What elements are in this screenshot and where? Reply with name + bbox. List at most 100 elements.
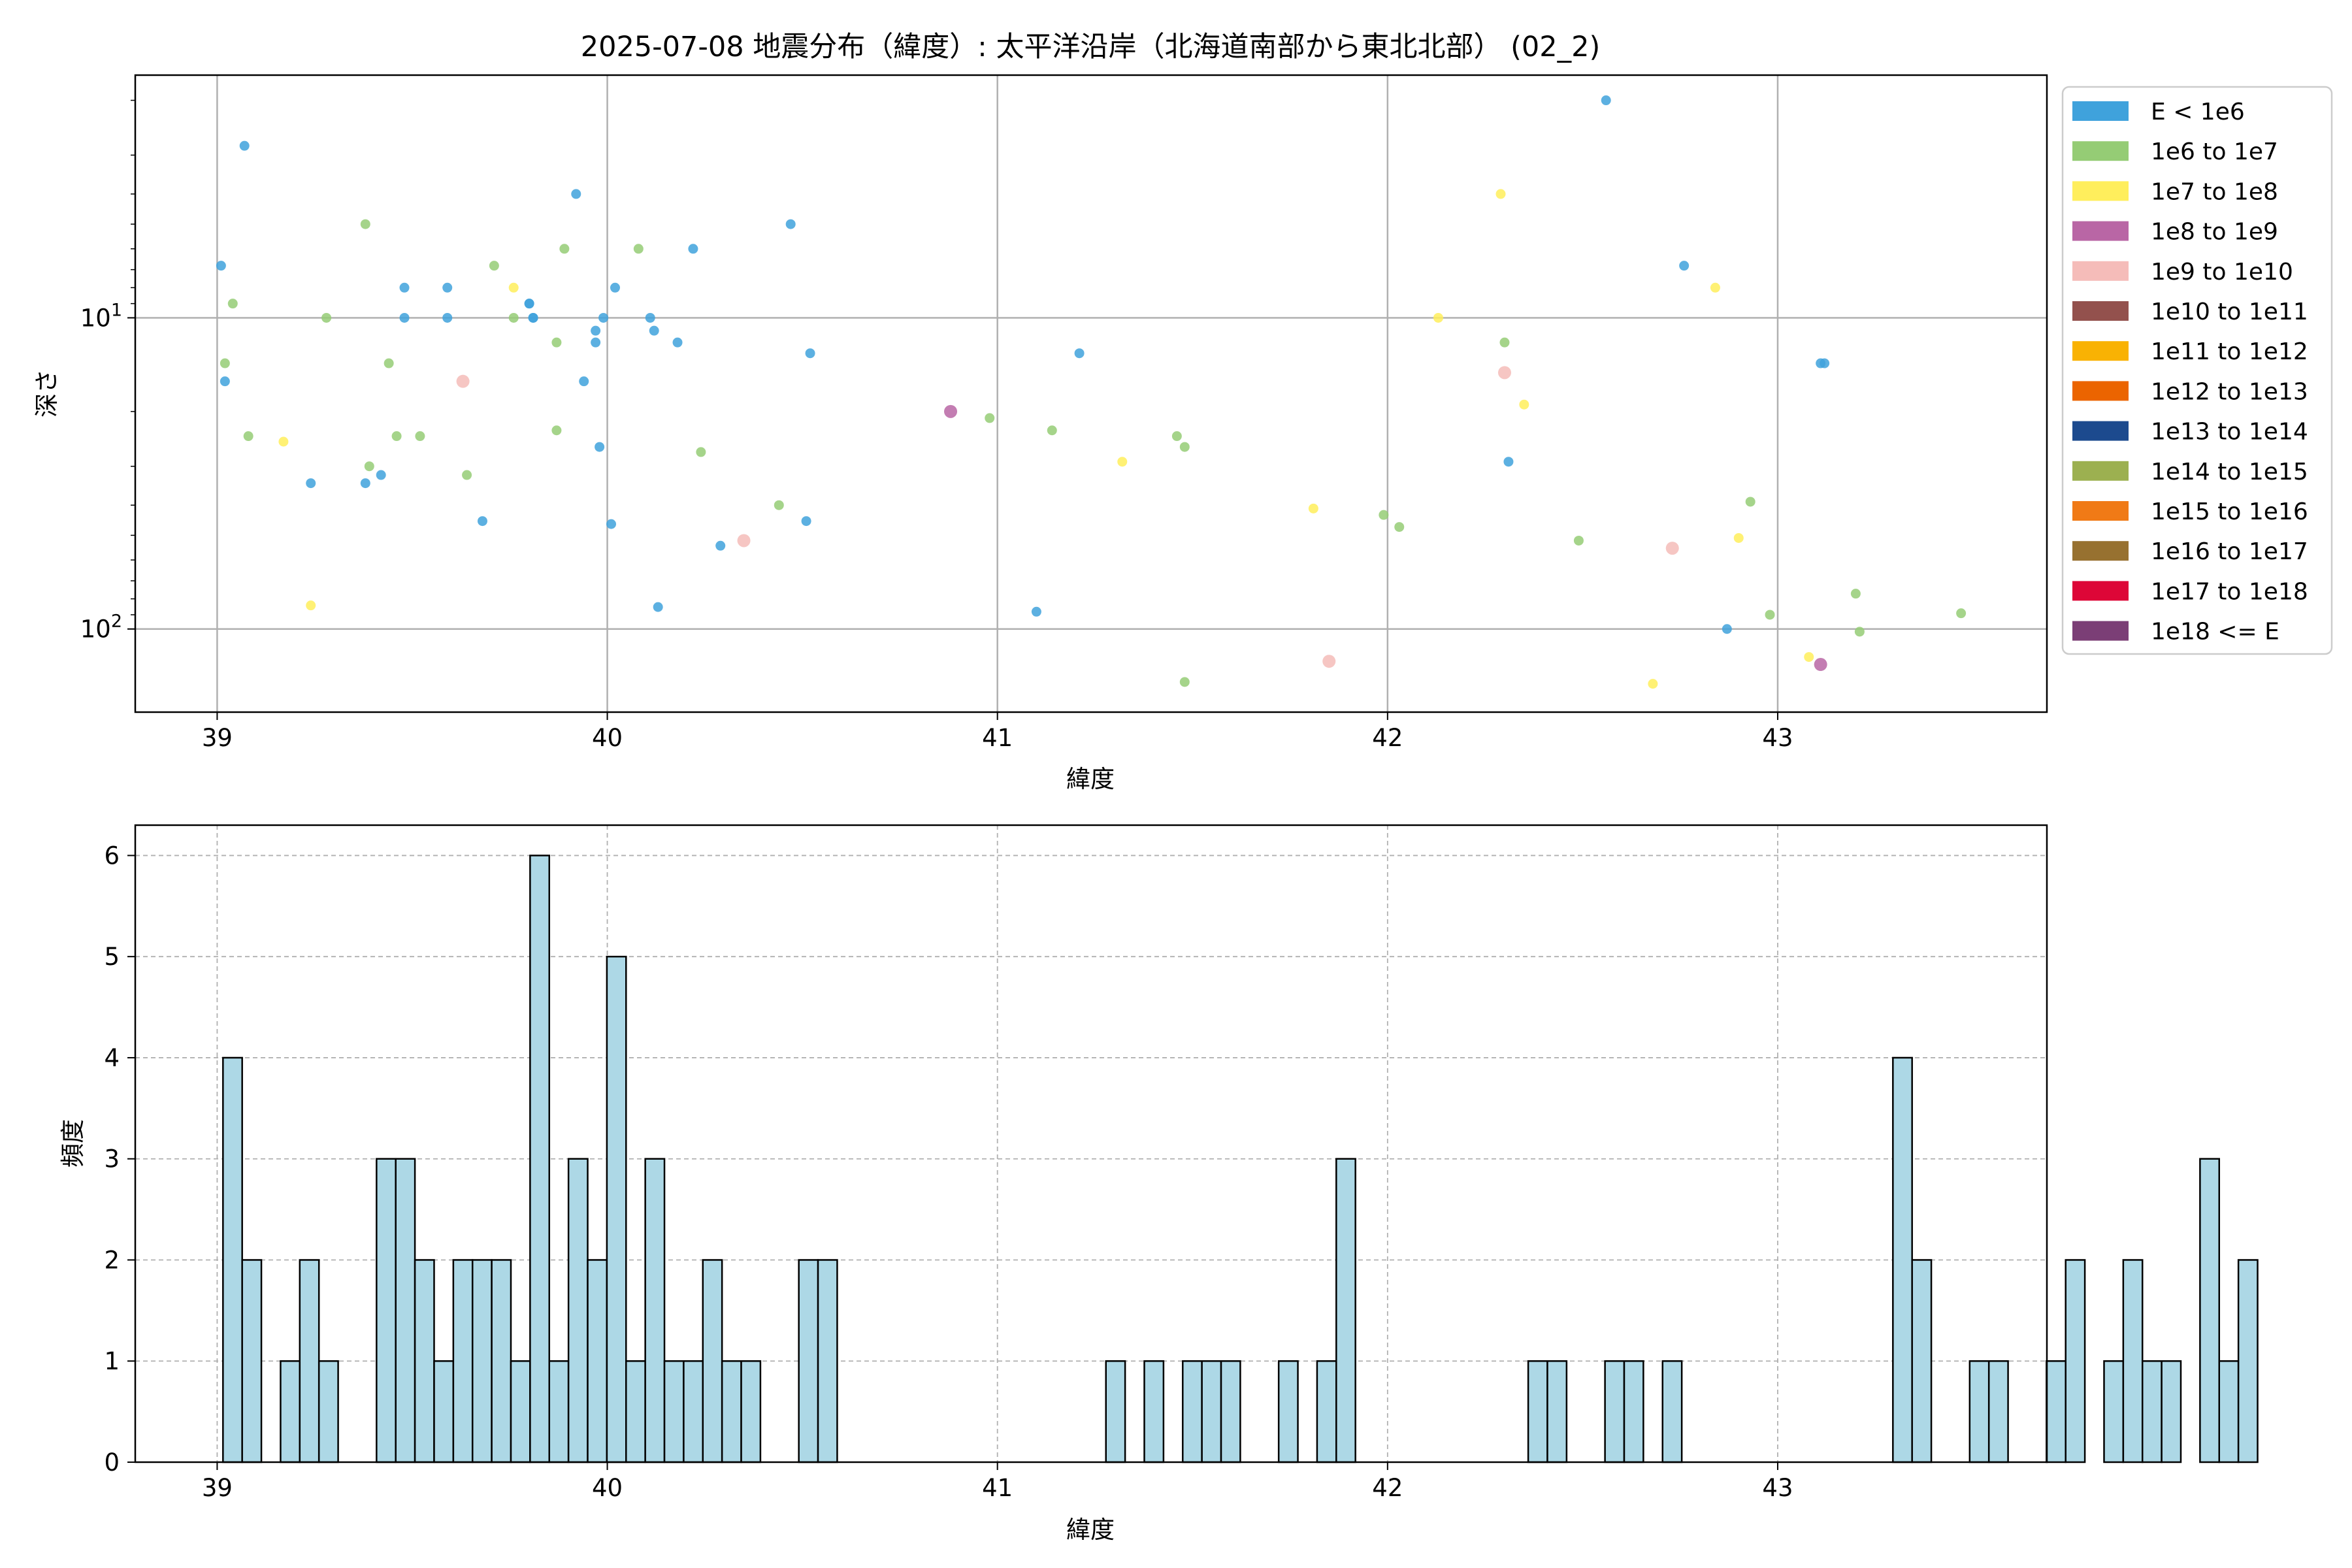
scatter-point (508, 312, 519, 323)
scatter-point (239, 140, 250, 151)
legend: E < 1e6 1e6 to 1e7 1e7 to 1e8 1e8 to 1e9 1e9… (2061, 86, 2333, 655)
histogram-bar (721, 1360, 742, 1463)
histogram-bar (740, 1360, 762, 1463)
histogram-bar (1220, 1360, 1241, 1463)
legend-swatch (2072, 501, 2129, 521)
legend-label: 1e13 to 1e14 (2151, 419, 2308, 446)
scatter-point (220, 376, 230, 387)
histogram-y-axis-label: 頻度 (59, 1119, 87, 1168)
scatter-x-tick-label: 39 (202, 724, 233, 752)
scatter-point (688, 244, 698, 254)
scatter-grid (135, 75, 2047, 712)
scatter-point (579, 376, 589, 387)
histogram-bar (1143, 1360, 1165, 1463)
legend-label: 1e10 to 1e11 (2151, 299, 2308, 325)
legend-label: 1e9 to 1e10 (2151, 259, 2293, 286)
histogram-bar (1277, 1360, 1299, 1463)
histogram-bar (2237, 1259, 2259, 1463)
histogram-bar (318, 1360, 339, 1463)
scatter-point (559, 244, 570, 254)
legend-swatch (2072, 101, 2129, 121)
scatter-point (376, 470, 386, 480)
histogram-bar (1316, 1360, 1337, 1463)
scatter-point (774, 500, 784, 510)
histogram-bar (222, 1056, 243, 1463)
legend-swatch (2072, 221, 2129, 241)
scatter-point (606, 519, 617, 529)
scatter-point (364, 461, 374, 472)
scatter-point (415, 431, 425, 442)
histogram-bar (2141, 1360, 2163, 1463)
histogram-bar (1201, 1360, 1222, 1463)
histogram-bar (510, 1360, 531, 1463)
histogram-bar (491, 1259, 512, 1463)
histogram-x-axis-label: 緯度 (1066, 1516, 1115, 1544)
histogram-bar (2103, 1360, 2125, 1463)
scatter-point (227, 299, 238, 309)
scatter-point (1171, 431, 1182, 442)
histogram-x-tick-label: 42 (1372, 1474, 1403, 1502)
histogram-bar (2218, 1360, 2240, 1463)
legend-label: 1e11 to 1e12 (2151, 338, 2308, 365)
scatter-point (551, 337, 562, 348)
histogram-bar (1661, 1360, 1683, 1463)
scatter-point (1733, 532, 1744, 543)
legend-label: 1e7 to 1e8 (2151, 178, 2278, 205)
histogram-bar (471, 1259, 493, 1463)
legend-swatch (2072, 461, 2129, 481)
scatter-point (985, 413, 995, 423)
histogram-y-tick-label: 4 (104, 1044, 120, 1072)
scatter-point (1710, 282, 1720, 293)
scatter-point (1765, 610, 1775, 620)
scatter-point (595, 442, 605, 452)
histogram-y-tick-label: 1 (104, 1347, 120, 1375)
scatter-point (1031, 606, 1041, 617)
scatter-point (598, 312, 609, 323)
histogram-y-tick-label: 5 (104, 943, 120, 971)
histogram-bar (798, 1259, 819, 1463)
scatter-point (216, 261, 226, 271)
scatter-point (399, 282, 410, 293)
scatter-y-tick-label: 101 (80, 300, 122, 332)
histogram-y-tick-label: 0 (104, 1448, 120, 1477)
legend-label: 1e6 to 1e7 (2151, 139, 2278, 165)
histogram-bar (2122, 1259, 2144, 1463)
scatter-point (1117, 457, 1128, 467)
scatter-point (571, 189, 581, 199)
scatter-y-ticks: 101 102 (80, 99, 135, 644)
scatter-point (384, 358, 394, 368)
histogram-bar (1892, 1056, 1913, 1463)
scatter-x-ticks: 39 40 41 42 43 (202, 712, 1793, 752)
histogram-bar (299, 1259, 320, 1463)
histogram-y-ticks: 0 1 2 3 4 5 6 (104, 841, 135, 1477)
scatter-x-axis-label: 緯度 (1066, 765, 1115, 793)
histogram-x-tick-label: 39 (202, 1474, 233, 1502)
histogram-bars (222, 855, 2259, 1463)
histogram-y-tick-label: 6 (104, 841, 120, 870)
scatter-point (1820, 358, 1830, 368)
scatter-point (653, 602, 663, 612)
legend-swatch (2072, 301, 2129, 321)
histogram-bar (414, 1259, 435, 1463)
scatter-x-tick-label: 40 (592, 724, 623, 752)
histogram-bar (1546, 1360, 1568, 1463)
scatter-point (591, 325, 601, 336)
legend-frame (2061, 86, 2333, 655)
histogram-plot: 39 40 41 42 43 0 1 2 3 4 5 6 緯度 頻度 (59, 824, 2259, 1544)
histogram-bar (1987, 1360, 2009, 1463)
scatter-point (1745, 497, 1756, 507)
histogram-x-tick-label: 40 (592, 1474, 623, 1502)
histogram-bar (817, 1259, 838, 1463)
scatter-point (220, 358, 230, 368)
histogram-bar (567, 1158, 589, 1463)
scatter-point (785, 219, 796, 229)
scatter-point (243, 431, 253, 442)
scatter-points (216, 95, 1967, 689)
histogram-bar (376, 1158, 397, 1463)
scatter-point (649, 325, 659, 336)
scatter-plot-area (135, 75, 2047, 712)
legend-label: 1e14 to 1e15 (2151, 459, 2308, 485)
histogram-bar (625, 1360, 646, 1463)
histogram-bar (1182, 1360, 1203, 1463)
scatter-point (477, 516, 487, 527)
